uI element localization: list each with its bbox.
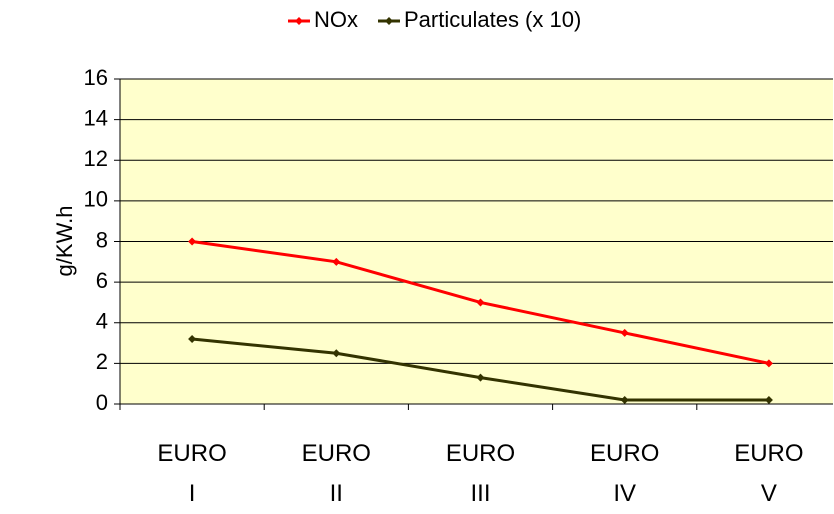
data-point — [332, 349, 341, 358]
data-point — [188, 335, 197, 343]
y-tick-label: 0 — [96, 390, 108, 415]
x-tick-label: EURO II — [301, 440, 371, 507]
legend-marker — [385, 17, 393, 25]
legend-marker — [295, 17, 303, 25]
data-point — [188, 237, 197, 246]
x-tick-label: EURO I — [157, 440, 227, 507]
y-tick-label: 8 — [96, 227, 108, 252]
y-tick-label: 12 — [84, 146, 108, 171]
y-tick-label: 4 — [96, 309, 108, 334]
data-point — [764, 395, 773, 404]
x-tick-label: EURO III — [445, 440, 516, 507]
data-point — [476, 298, 485, 307]
legend: NOx Particulates (x 10) — [288, 7, 581, 32]
data-point — [476, 373, 485, 382]
y-tick-label: 2 — [96, 349, 108, 374]
y-tick-label: 16 — [84, 65, 108, 90]
x-tick-label: EURO V — [734, 440, 804, 507]
legend-label: Particulates (x 10) — [404, 7, 581, 32]
data-point — [620, 395, 629, 404]
y-tick-label: 10 — [84, 187, 108, 212]
data-point — [764, 359, 773, 368]
data-point — [620, 328, 629, 337]
x-tick-label: EURO IV — [590, 440, 660, 507]
y-tick-label: 6 — [96, 268, 108, 293]
y-tick-label: 14 — [84, 105, 108, 130]
y-axis-label: g/KW.h — [52, 206, 77, 277]
legend-label: NOx — [314, 7, 358, 32]
data-point — [332, 257, 341, 266]
